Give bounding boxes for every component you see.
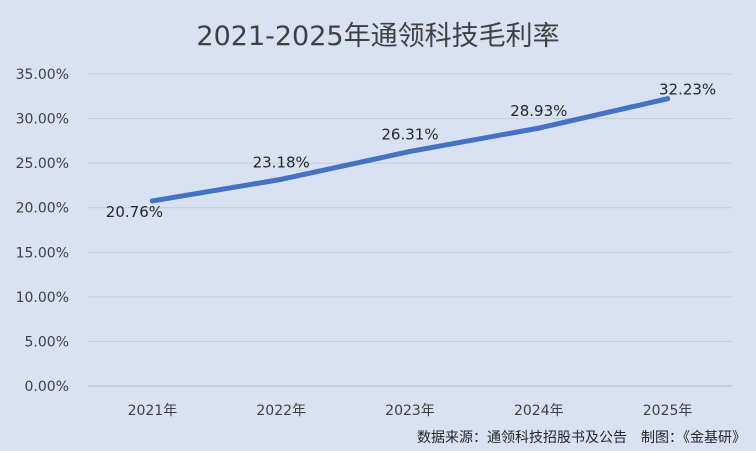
data-label: 23.18%: [253, 153, 310, 171]
source-note: 数据来源：通领科技招股书及公告 制图：《金基研》: [417, 429, 746, 446]
chart-title: 2021-2025年通领科技毛利率: [196, 21, 559, 52]
y-tick-label: 20.00%: [16, 201, 69, 217]
data-label: 20.76%: [106, 203, 163, 221]
data-label: 28.93%: [510, 102, 567, 120]
data-point: [536, 125, 542, 131]
gridlines: [88, 73, 732, 387]
x-tick-label: 2022年: [256, 403, 306, 419]
x-tick-label: 2025年: [643, 403, 693, 419]
y-tick-label: 25.00%: [16, 156, 69, 172]
y-tick-label: 10.00%: [16, 290, 69, 306]
y-tick-label: 30.00%: [16, 112, 69, 128]
data-label: 32.23%: [659, 81, 716, 99]
data-point: [149, 198, 155, 204]
data-labels: 20.76% 23.18% 26.31% 28.93% 32.23%: [106, 81, 716, 221]
x-axis-ticks: 2021年 2022年 2023年 2024年 2025年: [128, 403, 693, 419]
x-tick-label: 2021年: [128, 403, 178, 419]
y-tick-label: 35.00%: [16, 67, 69, 83]
y-axis-ticks: 0.00% 5.00% 10.00% 15.00% 20.00% 25.00% 30.00%…: [16, 67, 69, 395]
y-tick-label: 15.00%: [16, 245, 69, 261]
data-label: 26.31%: [381, 125, 438, 143]
y-tick-label: 5.00%: [25, 334, 69, 350]
x-tick-label: 2023年: [385, 403, 435, 419]
data-point: [665, 96, 671, 102]
y-tick-label: 0.00%: [25, 379, 69, 395]
data-point: [407, 148, 413, 154]
data-point: [278, 176, 284, 182]
x-tick-label: 2024年: [514, 403, 564, 419]
series-layer: [149, 96, 671, 204]
